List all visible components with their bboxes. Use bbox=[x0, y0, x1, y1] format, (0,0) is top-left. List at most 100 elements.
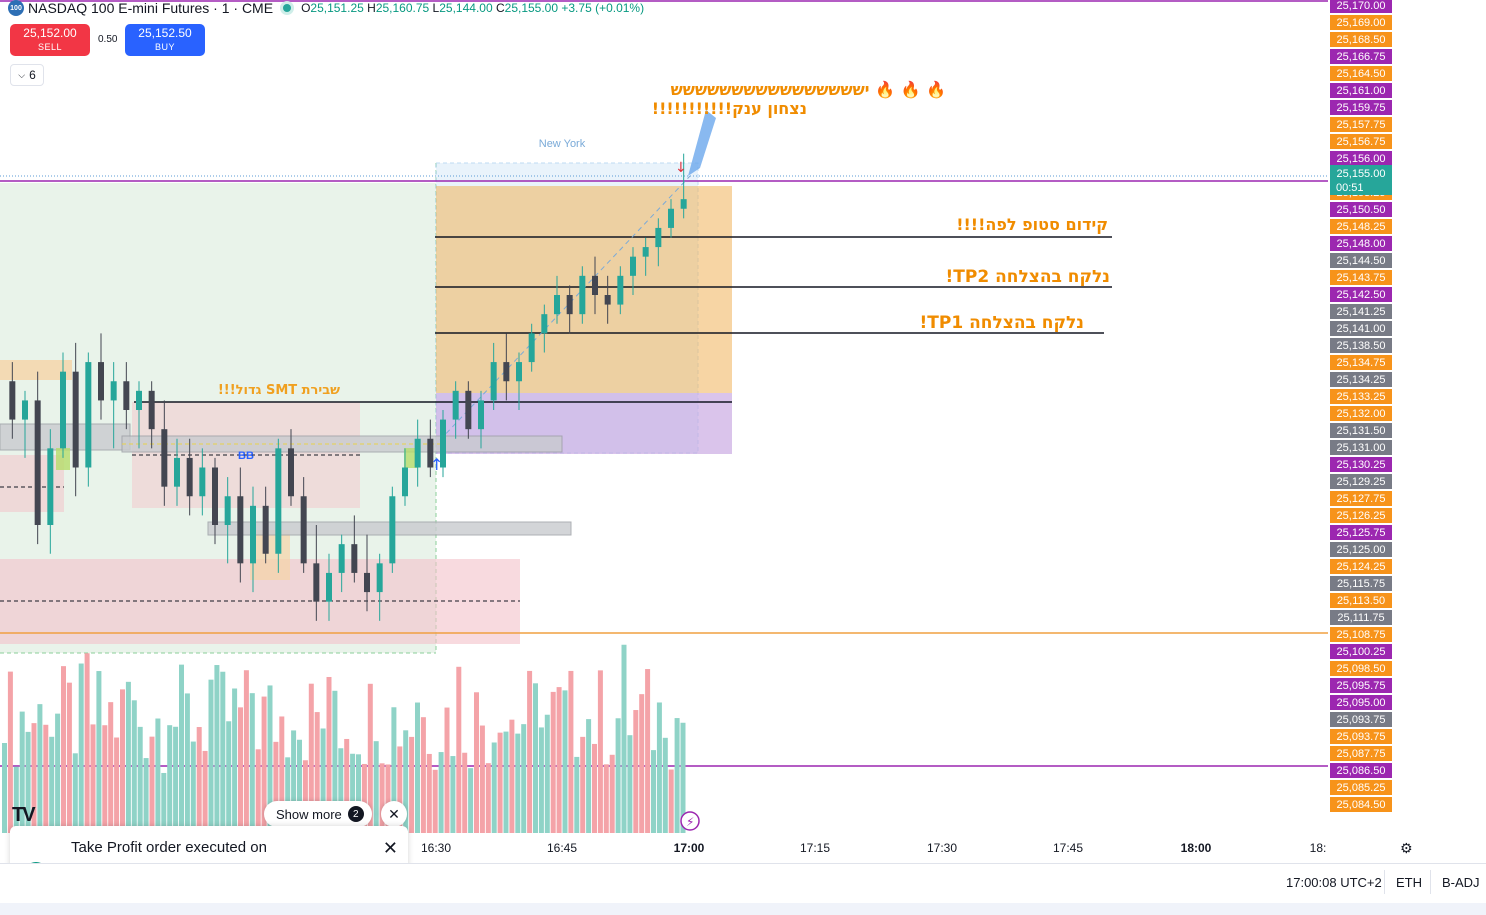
settings-gear-icon[interactable]: ⚙ bbox=[1400, 841, 1413, 857]
volume-bar bbox=[96, 671, 102, 833]
volume-bar bbox=[485, 763, 491, 833]
price-label: 25,113.50 bbox=[1330, 593, 1392, 608]
price-label: 25,134.75 bbox=[1330, 355, 1392, 370]
price-label-text: 25,132.00 bbox=[1337, 408, 1386, 420]
price-label-text: 25,138.50 bbox=[1337, 340, 1386, 352]
price-label: 25,125.00 bbox=[1330, 542, 1392, 557]
indicators-toggle[interactable]: ⌵ 6 bbox=[10, 64, 44, 86]
price-label: 25,142.50 bbox=[1330, 287, 1392, 302]
time-label: 18: bbox=[1310, 841, 1327, 855]
volume-bar bbox=[173, 726, 179, 833]
volume-bar bbox=[344, 738, 350, 833]
price-label: 25,161.00 bbox=[1330, 83, 1392, 98]
flash-icon[interactable] bbox=[680, 811, 700, 831]
price-label: 25,169.00 bbox=[1330, 15, 1392, 30]
new-york-label: New York bbox=[539, 138, 586, 150]
volume-bar bbox=[232, 688, 238, 833]
volume-bar bbox=[556, 687, 562, 833]
price-label-text: 25,084.50 bbox=[1337, 799, 1386, 811]
volume-bar bbox=[468, 768, 474, 833]
dismiss-all-button[interactable]: ✕ bbox=[381, 801, 407, 827]
volume-bar bbox=[503, 731, 509, 833]
volume-bar bbox=[391, 707, 397, 833]
volume-bar bbox=[479, 725, 485, 833]
price-axis-labels: 25,170.00 25,169.00 25,168.50 25,166.75 25,1… bbox=[1330, 0, 1392, 812]
candle bbox=[186, 438, 193, 516]
volume-bar bbox=[279, 716, 285, 833]
tradingview-logo[interactable]: TV bbox=[12, 804, 36, 826]
session-eth[interactable]: ETH bbox=[1396, 875, 1422, 890]
volume-bar bbox=[533, 683, 538, 833]
volume-bar bbox=[397, 746, 403, 833]
symbol-title[interactable]: NASDAQ 100 E-mini Futures · 1 · CME bbox=[28, 0, 274, 16]
buy-button[interactable]: 25,152.50 BUY bbox=[125, 24, 205, 56]
price-label-text: 25,166.75 bbox=[1337, 51, 1386, 63]
show-more-button[interactable]: Show more 2 bbox=[264, 801, 372, 827]
candle bbox=[516, 352, 522, 410]
volume-bar bbox=[568, 670, 574, 833]
time-axis[interactable]: 16:30 16:45 17:00 17:15 17:30 17:45 18:00 18: bbox=[421, 841, 1326, 855]
candle bbox=[123, 362, 130, 430]
price-label-text: 25,134.75 bbox=[1337, 357, 1386, 369]
volume-bar bbox=[409, 736, 415, 833]
volume-bar bbox=[615, 718, 621, 833]
price-label: 25,125.75 bbox=[1330, 525, 1392, 540]
price-label: 25,132.00 bbox=[1330, 406, 1392, 421]
volume-bar bbox=[55, 713, 61, 833]
green-mark-2 bbox=[404, 448, 418, 468]
volume-bar bbox=[167, 725, 173, 833]
volume-bar bbox=[120, 689, 125, 833]
bottom-bar bbox=[0, 863, 1486, 904]
price-label: 25,134.25 bbox=[1330, 372, 1392, 387]
candle bbox=[60, 352, 66, 458]
volume-bar bbox=[379, 763, 385, 833]
volume-bar bbox=[190, 741, 196, 833]
volume-bar bbox=[373, 741, 379, 833]
volume-bar bbox=[184, 693, 190, 833]
volume-bar bbox=[114, 737, 120, 833]
price-label: 25,095.75 bbox=[1330, 678, 1392, 693]
volume-bar bbox=[261, 696, 267, 833]
win-label-line1: ישששששששששששששששש 🔥 🔥 🔥 bbox=[671, 80, 946, 99]
adjustment-badj[interactable]: B-ADJ bbox=[1442, 875, 1480, 890]
candle bbox=[465, 381, 472, 439]
volume-bar bbox=[102, 725, 108, 833]
candle bbox=[9, 362, 16, 439]
clock-time[interactable]: 17:00:08 UTC+2 bbox=[1286, 875, 1382, 890]
notification-title: Take Profit order executed on bbox=[71, 839, 267, 856]
volume-bar bbox=[249, 693, 255, 833]
volume-bar bbox=[84, 653, 90, 833]
price-label: 25,084.50 bbox=[1330, 797, 1392, 812]
volume-bar bbox=[509, 719, 515, 833]
candle bbox=[478, 390, 484, 449]
volume-bar bbox=[208, 679, 214, 833]
candle bbox=[313, 525, 320, 621]
candle bbox=[351, 515, 358, 583]
volume-bar bbox=[521, 724, 527, 833]
close-icon[interactable]: ✕ bbox=[382, 838, 398, 858]
candle bbox=[642, 237, 649, 276]
volume-bar bbox=[108, 702, 114, 833]
horizontal-scrollbar[interactable] bbox=[0, 903, 1486, 915]
candle bbox=[680, 153, 687, 219]
sell-button[interactable]: 25,152.00 SELL bbox=[10, 24, 90, 56]
price-label: 25,141.25 bbox=[1330, 304, 1392, 319]
volume-bar bbox=[13, 766, 19, 833]
volume-bars bbox=[2, 644, 686, 833]
price-label-text: 25,170.00 bbox=[1337, 0, 1386, 12]
volume-bar bbox=[544, 714, 550, 833]
price-label-text: 25,169.00 bbox=[1337, 17, 1386, 29]
price-label-text: 25,168.50 bbox=[1337, 34, 1386, 46]
volume-bar bbox=[444, 707, 450, 833]
volume-bar bbox=[574, 756, 580, 833]
candlesticks bbox=[9, 153, 687, 621]
candle bbox=[452, 381, 459, 439]
volume-bar bbox=[527, 670, 533, 833]
volume-bar bbox=[196, 727, 202, 833]
price-label-text: 25,125.75 bbox=[1337, 527, 1386, 539]
volume-bar bbox=[61, 666, 66, 833]
candle bbox=[338, 534, 345, 593]
candle bbox=[503, 333, 510, 401]
volume-bar bbox=[31, 723, 37, 833]
